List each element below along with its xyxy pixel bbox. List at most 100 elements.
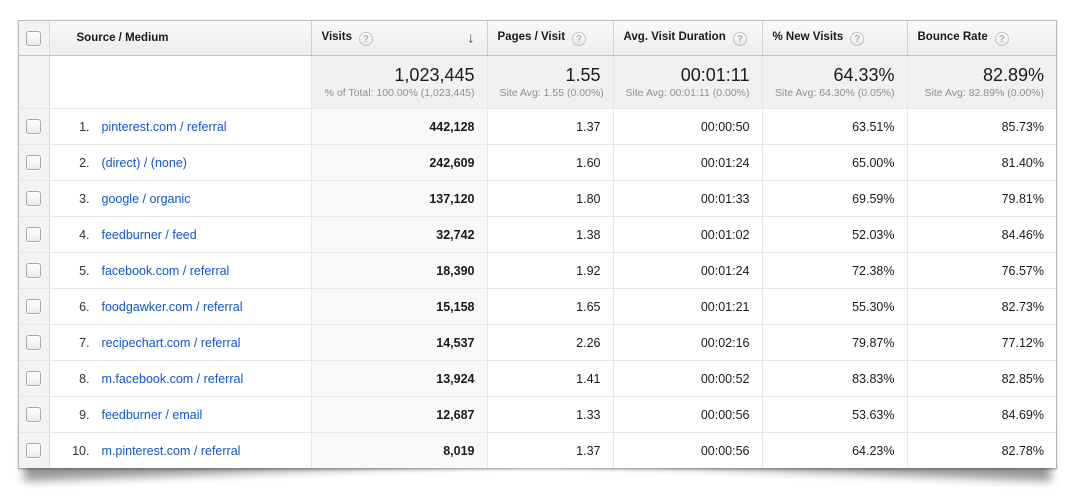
bounce-rate-value: 84.69% <box>907 396 1056 433</box>
table-header-row: Source / Medium Visits? ↓ Pages / Visit?… <box>19 21 1056 56</box>
bounce-rate-value: 84.46% <box>907 216 1056 253</box>
table-row: 8. m.facebook.com / referral 13,924 1.41 … <box>19 360 1056 397</box>
visits-value: 242,609 <box>311 144 488 181</box>
source-medium-link[interactable]: feedburner / email <box>101 407 203 422</box>
pages-per-visit-value: 1.37 <box>487 108 614 145</box>
select-all-checkbox[interactable] <box>26 30 42 46</box>
pages-per-visit-value: 1.65 <box>487 288 614 325</box>
column-header-pct-new-visits[interactable]: % New Visits? <box>762 21 908 56</box>
avg-visit-duration-value: 00:00:56 <box>613 432 763 468</box>
pages-per-visit-value: 2.26 <box>487 324 614 361</box>
row-rank: 6. <box>79 299 90 314</box>
row-rank: 10. <box>72 443 90 458</box>
avg-visit-duration-subtext: Site Avg: 00:01:11 (0.00%) <box>625 86 750 99</box>
avg-visit-duration-value: 00:02:16 <box>613 324 763 361</box>
source-medium-link[interactable]: (direct) / (none) <box>101 155 187 170</box>
data-table-sheet: Source / Medium Visits? ↓ Pages / Visit?… <box>18 20 1057 469</box>
column-label: Bounce Rate <box>917 30 988 43</box>
help-icon[interactable]: ? <box>994 31 1009 46</box>
bounce-rate-value: 79.81% <box>907 180 1056 217</box>
pct-new-visits-value: 69.59% <box>762 180 908 217</box>
visits-value: 8,019 <box>311 432 488 468</box>
summary-pages-per-visit: 1.55 Site Avg: 1.55 (0.00%) <box>487 55 614 109</box>
row-checkbox[interactable] <box>26 227 42 242</box>
column-header-bounce-rate[interactable]: Bounce Rate? <box>907 21 1056 56</box>
row-rank: 1. <box>79 119 90 134</box>
visits-value: 13,924 <box>311 360 488 397</box>
row-checkbox[interactable] <box>26 371 42 386</box>
source-medium-link[interactable]: google / organic <box>101 191 191 206</box>
table-row: 1. pinterest.com / referral 442,128 1.37 … <box>19 108 1056 145</box>
help-icon[interactable]: ? <box>572 31 587 46</box>
pct-new-visits-value: 83.83% <box>762 360 908 397</box>
column-header-source-medium[interactable]: Source / Medium <box>49 21 312 56</box>
column-header-visits[interactable]: Visits? ↓ <box>311 21 488 56</box>
source-medium-link[interactable]: feedburner / feed <box>101 227 197 242</box>
row-checkbox[interactable] <box>26 191 42 206</box>
pages-per-visit-value: 1.41 <box>487 360 614 397</box>
column-header-avg-visit-duration[interactable]: Avg. Visit Duration? <box>613 21 763 56</box>
pages-per-visit-value: 1.60 <box>487 144 614 181</box>
row-rank: 2. <box>79 155 90 170</box>
row-checkbox[interactable] <box>26 155 42 170</box>
visits-value: 18,390 <box>311 252 488 289</box>
help-icon[interactable]: ? <box>850 31 865 46</box>
source-medium-link[interactable]: facebook.com / referral <box>101 263 230 278</box>
summary-bounce-rate: 82.89% Site Avg: 82.89% (0.00%) <box>907 55 1056 109</box>
avg-visit-duration-value: 00:01:24 <box>613 252 763 289</box>
pct-new-visits-value: 79.87% <box>762 324 908 361</box>
summary-visits: 1,023,445 % of Total: 100.00% (1,023,445… <box>311 55 488 109</box>
row-checkbox[interactable] <box>26 407 42 422</box>
table-row: 6. foodgawker.com / referral 15,158 1.65 … <box>19 288 1056 325</box>
total-visits: 1,023,445 <box>394 64 475 85</box>
source-medium-link[interactable]: m.pinterest.com / referral <box>101 443 241 458</box>
pct-new-visits-value: 63.51% <box>762 108 908 145</box>
bounce-rate-value: 81.40% <box>907 144 1056 181</box>
table-row: 3. google / organic 137,120 1.80 00:01:33… <box>19 180 1056 217</box>
avg-pct-new-visits-subtext: Site Avg: 64.30% (0.05%) <box>775 86 895 99</box>
row-rank: 7. <box>79 335 90 350</box>
summary-avg-visit-duration: 00:01:11 Site Avg: 00:01:11 (0.00%) <box>613 55 763 109</box>
row-checkbox[interactable] <box>26 119 42 134</box>
row-checkbox[interactable] <box>26 443 42 458</box>
visits-value: 442,128 <box>311 108 488 145</box>
visits-value: 14,537 <box>311 324 488 361</box>
bounce-rate-value: 85.73% <box>907 108 1056 145</box>
pct-new-visits-value: 72.38% <box>762 252 908 289</box>
summary-pct-new-visits: 64.33% Site Avg: 64.30% (0.05%) <box>762 55 908 109</box>
help-icon[interactable]: ? <box>358 31 373 46</box>
pages-per-visit-value: 1.38 <box>487 216 614 253</box>
avg-visit-duration-value: 00:00:50 <box>613 108 763 145</box>
avg-pages-per-visit-subtext: Site Avg: 1.55 (0.00%) <box>499 86 604 99</box>
row-rank: 9. <box>79 407 90 422</box>
table-row: 2. (direct) / (none) 242,609 1.60 00:01:2… <box>19 144 1056 181</box>
pct-new-visits-value: 64.23% <box>762 432 908 468</box>
row-rank: 3. <box>79 191 90 206</box>
avg-visit-duration-value: 00:01:21 <box>613 288 763 325</box>
source-medium-link[interactable]: pinterest.com / referral <box>101 119 227 134</box>
table-row: 10. m.pinterest.com / referral 8,019 1.37… <box>19 432 1056 468</box>
avg-visit-duration: 00:01:11 <box>680 64 750 85</box>
bounce-rate-value: 77.12% <box>907 324 1056 361</box>
column-header-pages-per-visit[interactable]: Pages / Visit? <box>487 21 614 56</box>
summary-checkbox-cell <box>19 55 50 109</box>
visits-value: 137,120 <box>311 180 488 217</box>
row-rank: 4. <box>79 227 90 242</box>
help-icon[interactable]: ? <box>732 31 747 46</box>
table-row: 9. feedburner / email 12,687 1.33 00:00:5… <box>19 396 1056 433</box>
pages-per-visit-value: 1.37 <box>487 432 614 468</box>
source-medium-link[interactable]: foodgawker.com / referral <box>101 299 243 314</box>
row-checkbox[interactable] <box>26 263 42 278</box>
avg-visit-duration-value: 00:01:02 <box>613 216 763 253</box>
row-checkbox[interactable] <box>26 299 42 314</box>
pages-per-visit-value: 1.92 <box>487 252 614 289</box>
column-label: Source / Medium <box>76 32 169 44</box>
bounce-rate-value: 82.85% <box>907 360 1056 397</box>
source-medium-link[interactable]: recipechart.com / referral <box>101 335 241 350</box>
visits-value: 15,158 <box>311 288 488 325</box>
bounce-rate-value: 82.78% <box>907 432 1056 468</box>
sort-desc-icon[interactable]: ↓ <box>467 29 475 47</box>
pages-per-visit-value: 1.33 <box>487 396 614 433</box>
source-medium-link[interactable]: m.facebook.com / referral <box>101 371 244 386</box>
row-checkbox[interactable] <box>26 335 42 350</box>
